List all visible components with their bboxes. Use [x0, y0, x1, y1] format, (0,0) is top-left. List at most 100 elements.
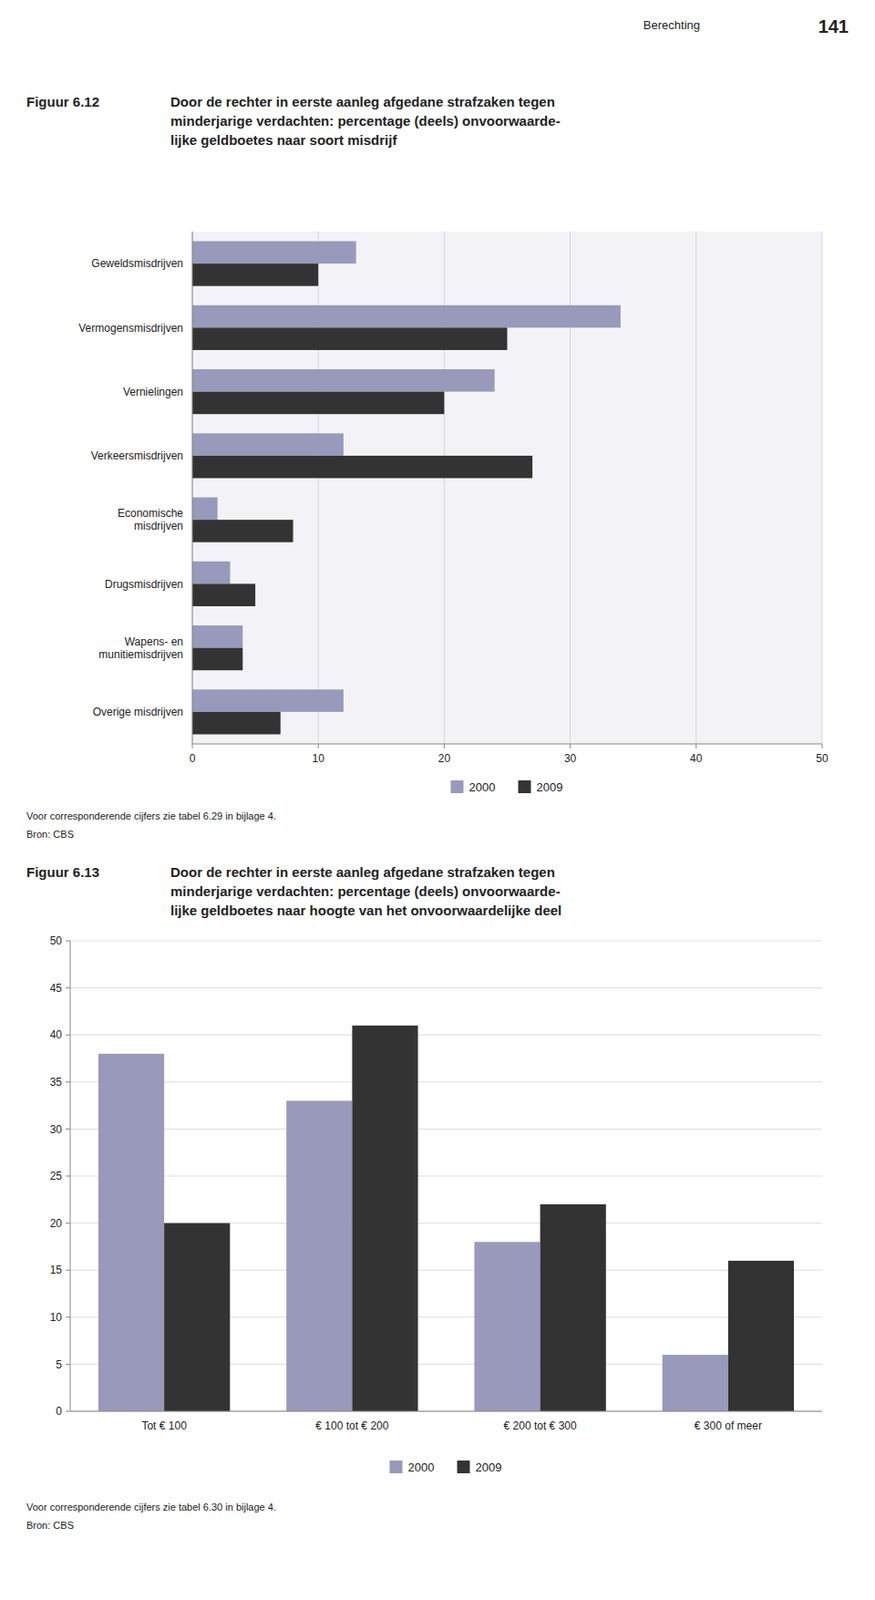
bar: [192, 583, 256, 607]
bar: [192, 369, 495, 392]
tick: [65, 1175, 71, 1177]
footnote-line: Bron: CBS: [26, 1519, 74, 1531]
axes: 01020304050GeweldsmisdrijvenVermogensmis…: [78, 231, 829, 765]
title: Door de rechter in eerste aanleg afgedan…: [170, 864, 562, 918]
legend-swatch: [390, 1460, 403, 1473]
category-label: Verkeersmisdrijven: [91, 449, 184, 463]
bar: [192, 391, 444, 415]
title: Door de rechter in eerste aanleg afgedan…: [170, 93, 561, 148]
tick: [65, 1410, 71, 1412]
tick-label: 25: [50, 1169, 63, 1183]
tick-label-line: 50: [50, 934, 63, 948]
tick-label: 0: [189, 751, 196, 765]
grid-line: [70, 1080, 823, 1082]
title-line: Door de rechter in eerste aanleg afgedan…: [170, 93, 556, 110]
tick-label: 30: [564, 751, 577, 765]
legend: 2000 2009: [390, 1460, 503, 1474]
bars: [192, 241, 621, 735]
bar: [192, 519, 294, 543]
tick-label: 40: [50, 1028, 63, 1041]
tick: [65, 987, 71, 989]
grid-line: [192, 231, 194, 744]
legend-label-line: 2009: [536, 780, 564, 794]
footnote: Voor corresponderende cijfers zie tabel …: [26, 810, 277, 822]
tick-label: 40: [689, 751, 703, 765]
tick-label: 50: [50, 934, 63, 948]
category-label-line: Geweldsmisdrijven: [91, 257, 184, 270]
grid-line: [695, 231, 697, 744]
y-axis-line: [70, 940, 72, 1411]
category-label: Wapens- enmunitiemisdrijven: [98, 635, 184, 661]
legend-label: 2009: [475, 1460, 503, 1474]
footnote: Bron: CBS: [26, 1519, 74, 1531]
bar: [351, 1025, 418, 1411]
grid: [192, 231, 823, 744]
category-label: Overige misdrijven: [92, 705, 184, 719]
tick: [65, 940, 71, 942]
grid-line: [822, 231, 824, 744]
category-label-line: Tot € 100: [141, 1419, 187, 1432]
category-label-line: € 100 tot € 200: [315, 1419, 389, 1432]
bar: [192, 305, 621, 329]
tick: [65, 1269, 71, 1271]
bar: [164, 1223, 230, 1411]
tick-label: 10: [50, 1310, 63, 1324]
legend-label: 2000: [408, 1460, 435, 1474]
legend-label: 2009: [536, 780, 564, 794]
tick-label-line: 15: [50, 1263, 63, 1277]
category-label-line: munitiemisdrijven: [98, 648, 184, 661]
page: Berechting141Figuur 6.12Door de rechter …: [0, 0, 875, 1600]
tick-label: 45: [50, 981, 63, 995]
bar: [192, 455, 533, 479]
axes: 0 5 10 15 20 25 30 35 40 45 50 Tot € 100 € 100 tot €…: [50, 934, 823, 1431]
legend-swatch: [457, 1460, 471, 1473]
footnote: Bron: CBS: [26, 828, 74, 840]
bar: [192, 263, 319, 287]
category-label: € 300 of meer: [694, 1419, 762, 1432]
y-axis-line: [192, 231, 194, 744]
tick-label-line: 0: [189, 751, 196, 765]
bars: [98, 1025, 794, 1411]
tick-label-line: 5: [55, 1358, 62, 1371]
footnote: Voor corresponderende cijfers zie tabel …: [26, 1501, 277, 1513]
bar: [192, 625, 243, 649]
bar: [473, 1241, 540, 1411]
grid-line: [70, 1410, 823, 1412]
tick-label-line: 45: [50, 981, 63, 995]
grid: [70, 940, 823, 1411]
tick: [569, 743, 571, 749]
category-label-line: misdrijven: [133, 519, 184, 533]
tick-label-line: 20: [50, 1216, 63, 1230]
figure-label-line: Figuur 6.12: [26, 93, 100, 110]
category-label-line: Wapens- en: [124, 635, 184, 649]
tick-label: 35: [50, 1075, 63, 1089]
legend-label-line: 2000: [469, 780, 496, 794]
bar: [192, 689, 344, 712]
category-label: Economischemisdrijven: [117, 506, 184, 533]
figure-label: Figuur 6.12: [26, 93, 100, 110]
tick-label-line: 30: [50, 1122, 63, 1136]
tick: [192, 743, 194, 749]
category-label: Drugsmisdrijven: [104, 577, 184, 591]
tick: [65, 1222, 71, 1224]
category-label-line: € 300 of meer: [694, 1419, 762, 1432]
bar: [540, 1204, 607, 1411]
grid-line: [70, 940, 823, 942]
tick: [695, 743, 697, 749]
tick: [65, 1080, 71, 1082]
chart: Figuur 6.13Door de rechter in eerste aan…: [26, 864, 823, 1531]
legend-label-line: 2000: [408, 1460, 435, 1474]
plot-area: [192, 231, 823, 744]
tick-label: 50: [815, 751, 829, 765]
tick-label: 20: [50, 1216, 63, 1230]
tick-label-line: 0: [55, 1404, 62, 1418]
category-label: Geweldsmisdrijven: [91, 257, 184, 270]
bar: [192, 561, 230, 585]
x-axis-line: [70, 1410, 823, 1412]
bar: [192, 711, 281, 735]
legend-label: 2000: [469, 780, 496, 794]
tick: [65, 1363, 71, 1365]
title-line: lijke geldboetes naar hoogte van het onv…: [170, 902, 562, 918]
page-label-line: Berechting: [643, 18, 700, 32]
grid-line: [70, 1128, 823, 1130]
